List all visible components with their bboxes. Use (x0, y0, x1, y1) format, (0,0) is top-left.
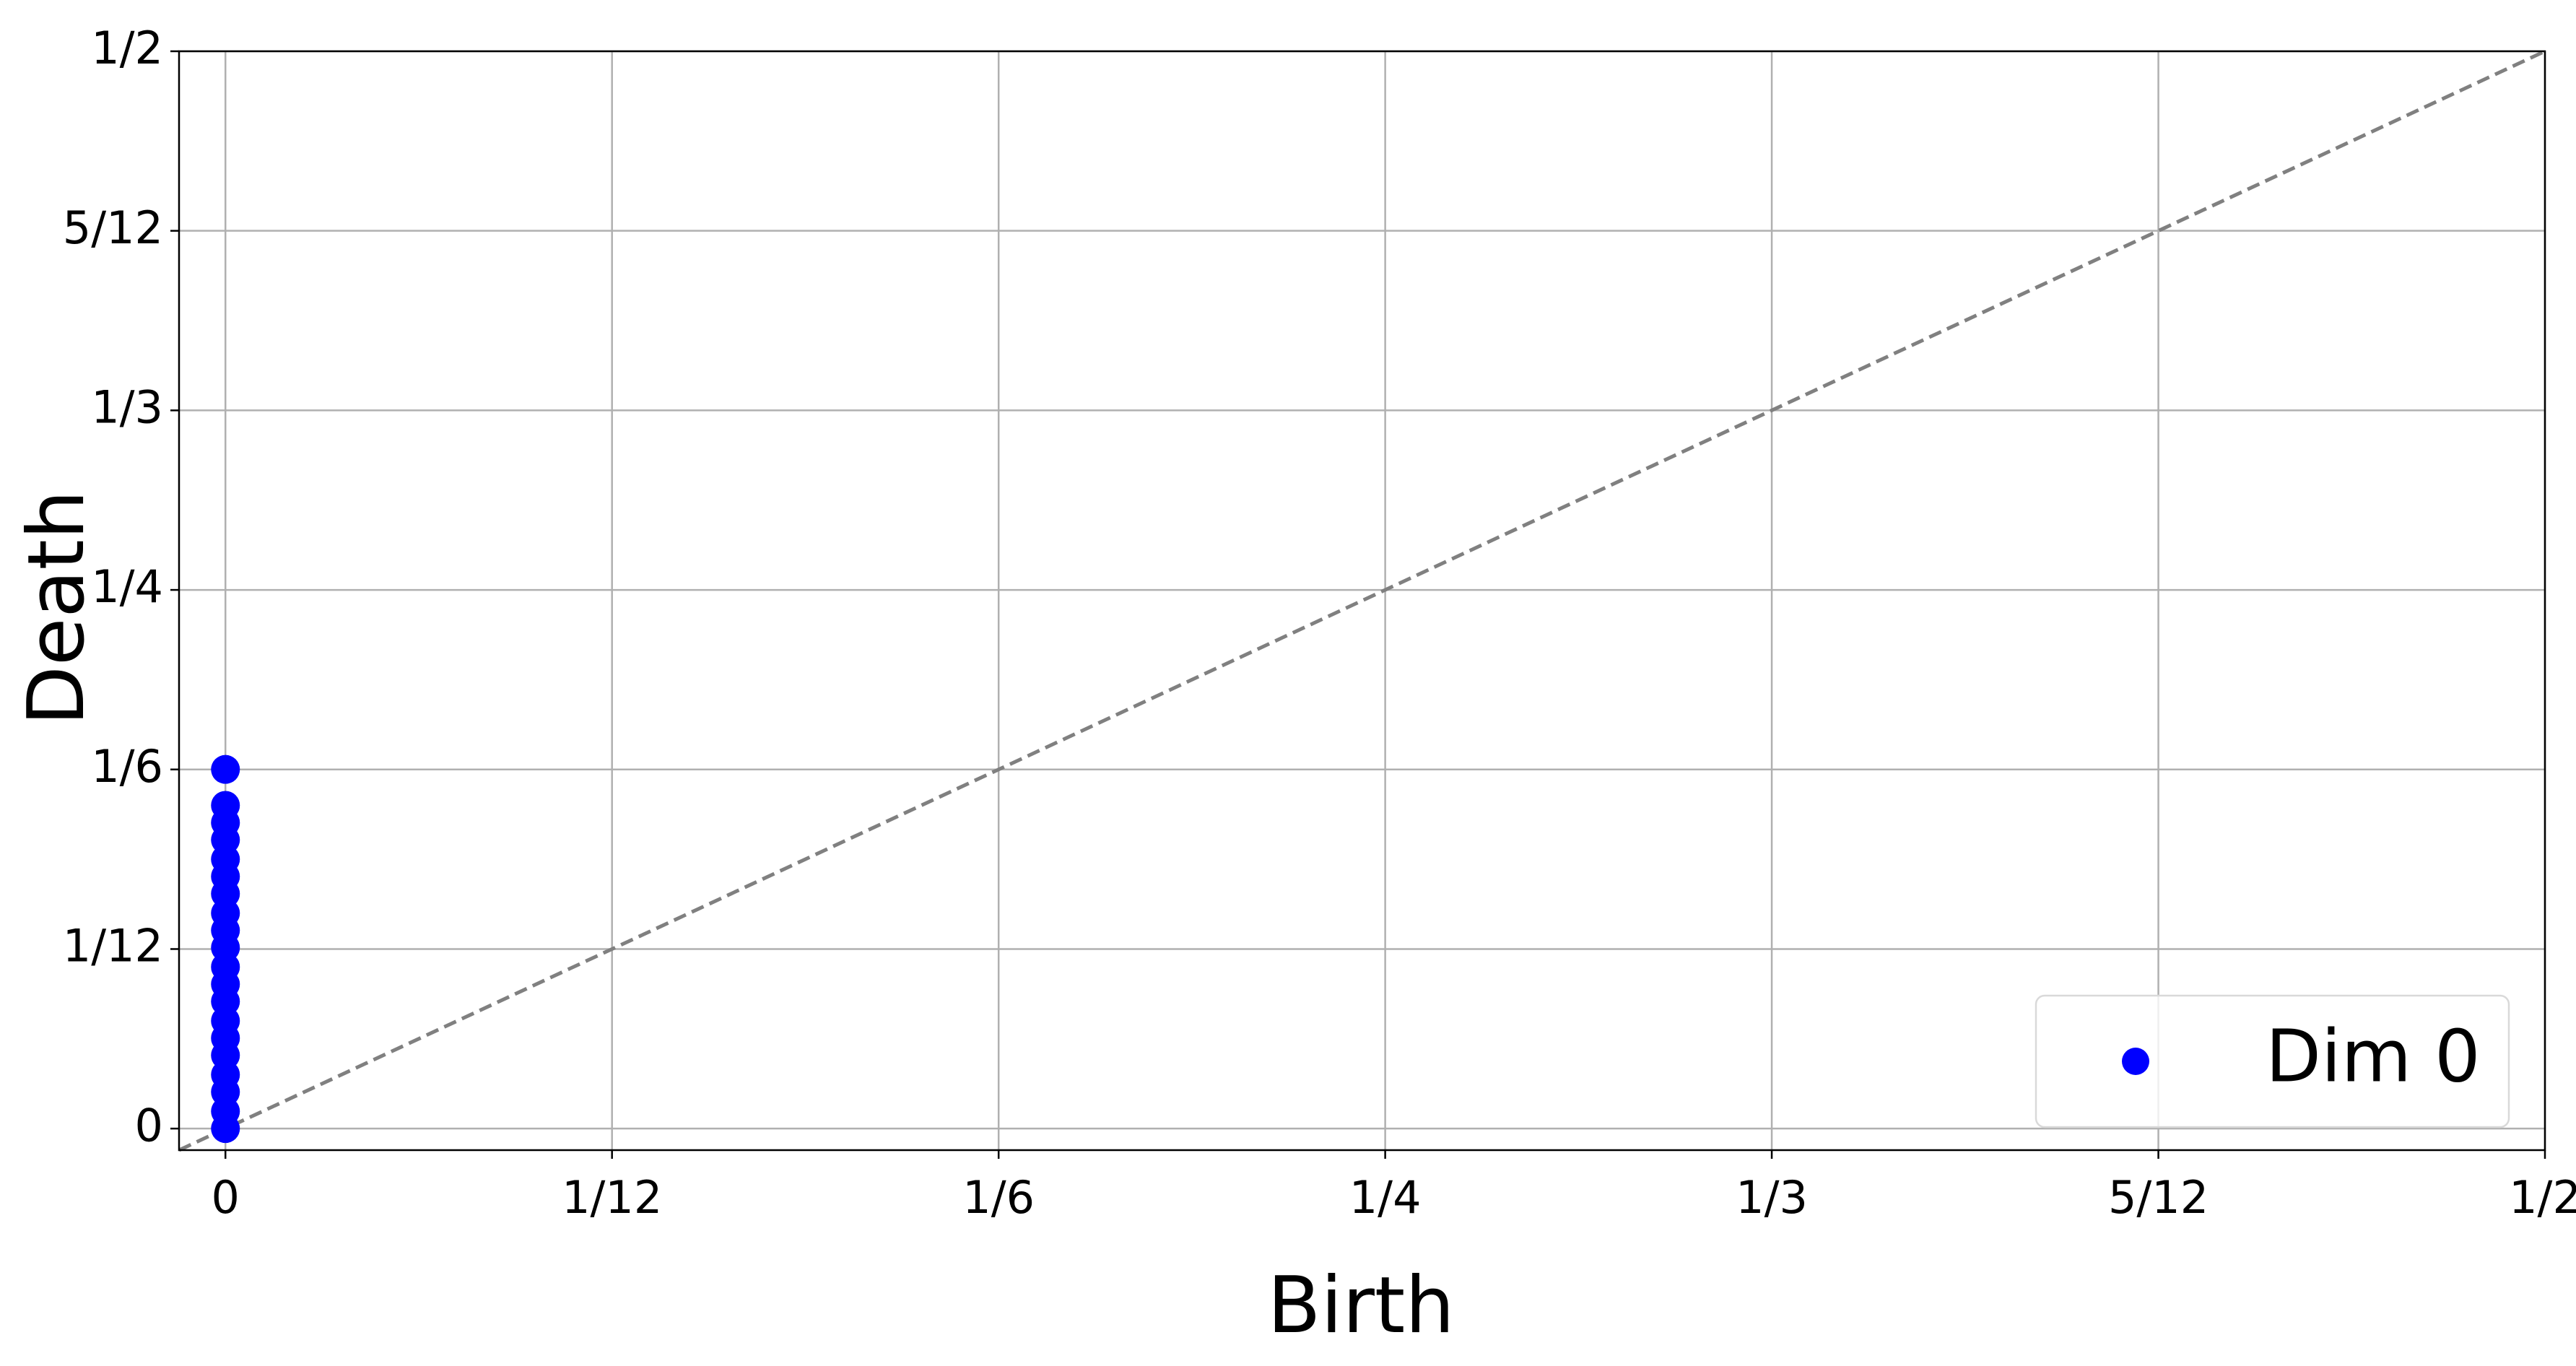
y-tick-label: 1/12 (63, 920, 163, 973)
y-tick-label: 1/3 (91, 380, 163, 433)
x-tick-label: 5/12 (2108, 1171, 2209, 1224)
y-tick-label: 1/2 (91, 22, 163, 74)
point (211, 791, 240, 820)
y-tick-label: 0 (135, 1099, 163, 1152)
y-tick-label: 1/4 (91, 560, 163, 613)
x-tick-label: 1/2 (2509, 1171, 2576, 1224)
legend-label: Dim 0 (2266, 1014, 2481, 1098)
x-tick-label: 1/12 (562, 1171, 662, 1224)
y-tick-label: 5/12 (63, 201, 163, 254)
plot-frame (178, 50, 2546, 1152)
diagonal (178, 49, 2546, 1152)
point (211, 754, 240, 784)
x-tick-label: 1/6 (962, 1171, 1035, 1224)
legend-marker (2122, 1048, 2149, 1075)
x-tick-label: 1/4 (1349, 1171, 1422, 1224)
legend-box (2035, 994, 2510, 1128)
y-tick-label: 1/6 (91, 740, 163, 793)
x-tick-label: 0 (212, 1171, 240, 1224)
y-axis-label: Death (12, 490, 102, 726)
x-axis-label: Birth (1267, 1261, 1454, 1351)
x-tick-label: 1/3 (1736, 1171, 1808, 1224)
